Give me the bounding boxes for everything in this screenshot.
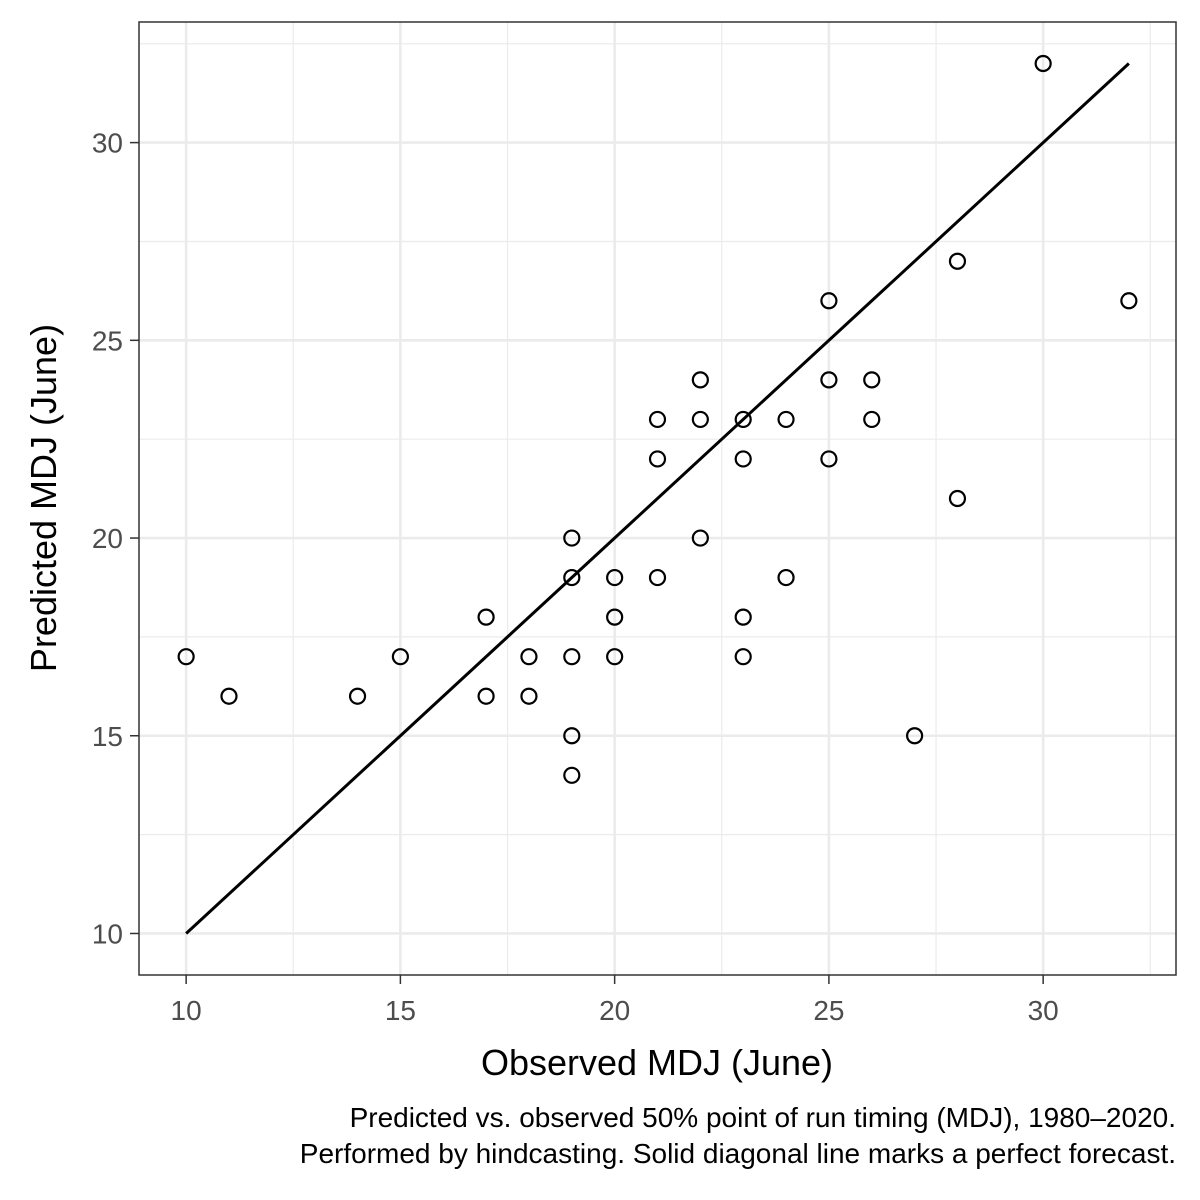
data-point	[734, 450, 752, 468]
data-point	[906, 727, 924, 745]
reference-line-layer	[185, 62, 1130, 935]
x-tick-label: 20	[599, 995, 630, 1026]
data-point	[691, 529, 709, 547]
data-point	[734, 648, 752, 666]
data-point	[948, 252, 967, 270]
y-axis-title: Predicted MDJ (June)	[23, 324, 64, 672]
data-point	[477, 687, 495, 705]
data-point	[391, 648, 409, 666]
data-point	[948, 489, 967, 508]
data-point	[1120, 292, 1138, 310]
data-point	[520, 687, 538, 705]
y-tick-label: 15	[92, 721, 123, 752]
x-axis-ticks: 10 15 20 25 30	[171, 975, 1059, 1026]
caption-line-1: Predicted vs. observed 50% point of run …	[349, 1102, 1176, 1133]
data-point	[520, 648, 538, 666]
x-tick-label: 30	[1028, 995, 1059, 1026]
data-point	[648, 568, 667, 587]
data-point	[348, 687, 367, 705]
data-point	[777, 410, 795, 429]
y-tick-label: 20	[92, 523, 123, 554]
data-point	[648, 450, 667, 468]
x-tick-label: 25	[813, 995, 844, 1026]
data-point	[820, 371, 838, 389]
data-point	[863, 410, 881, 429]
perfect-forecast-line	[185, 62, 1130, 935]
data-point	[606, 648, 624, 666]
y-axis-ticks: 10 15 20 25 30	[92, 128, 139, 949]
y-tick-label: 10	[92, 918, 123, 949]
data-point	[820, 450, 838, 468]
data-point	[863, 371, 881, 389]
data-point	[477, 608, 495, 626]
data-point	[734, 410, 752, 429]
data-point	[648, 410, 667, 429]
panel-border	[138, 21, 1177, 976]
y-tick-label: 25	[92, 325, 123, 356]
x-tick-label: 15	[385, 995, 416, 1026]
data-point	[734, 608, 752, 626]
data-point	[606, 568, 624, 587]
caption-line-2: Performed by hindcasting. Solid diagonal…	[299, 1138, 1176, 1169]
data-point	[691, 410, 709, 429]
x-tick-label: 10	[171, 995, 202, 1026]
data-points	[177, 54, 1138, 784]
data-point	[177, 648, 195, 666]
x-axis-title: Observed MDJ (June)	[481, 1042, 833, 1083]
data-point	[691, 371, 709, 389]
data-point	[563, 568, 581, 587]
data-point	[606, 608, 624, 626]
data-point	[220, 687, 238, 705]
data-point	[563, 727, 581, 745]
data-point	[563, 766, 581, 784]
data-point	[563, 529, 581, 547]
data-point	[820, 292, 838, 310]
grid-lines	[139, 22, 1176, 975]
y-tick-label: 30	[92, 128, 123, 159]
data-point	[777, 568, 795, 587]
data-point	[1034, 54, 1052, 73]
data-point	[563, 648, 581, 666]
